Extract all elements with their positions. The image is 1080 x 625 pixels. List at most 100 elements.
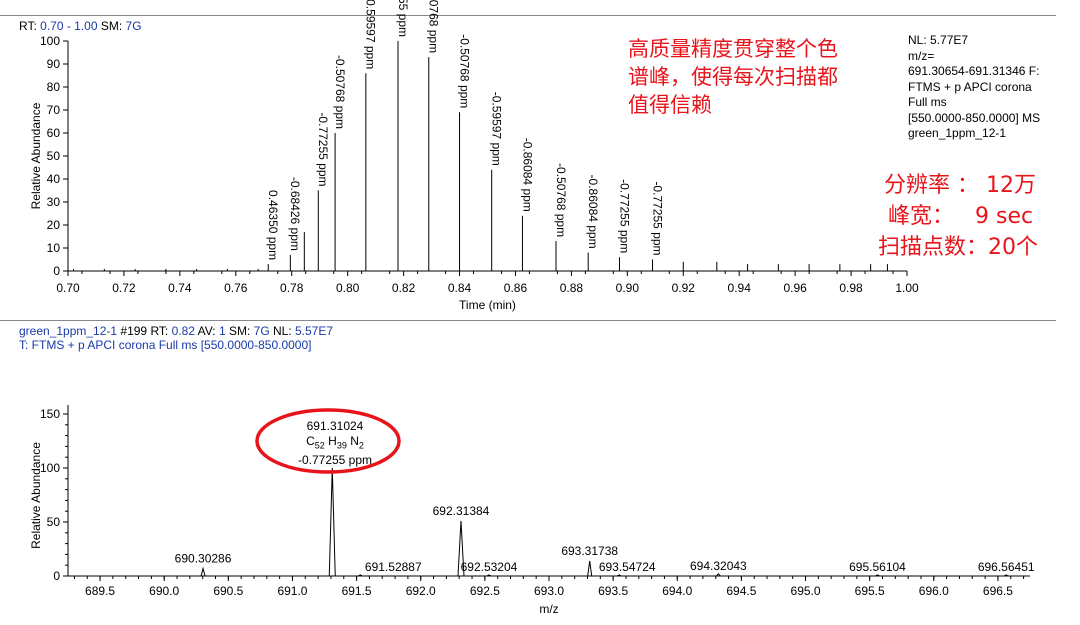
x-tick-label: 693.0 — [534, 584, 564, 598]
meta-line: NL: 5.77E7 — [908, 33, 969, 47]
stat-value: 9 sec — [975, 204, 1034, 229]
x-tick-label: 0.96 — [783, 281, 807, 295]
peak-label: 692.31384 — [433, 504, 490, 518]
spectrum-peak — [328, 467, 336, 577]
scan-stats: 分辨率 ： 12万 峰宽： 9 sec 扫描点数：20个 — [878, 170, 1038, 263]
ppm-label: -0.86084 ppm — [520, 138, 534, 212]
ppm-label: -0.59597 ppm — [364, 0, 378, 69]
y-tick-label: 50 — [47, 515, 61, 529]
x-tick-label: 0.82 — [392, 281, 416, 295]
ppm-label: -0.77255 ppm — [316, 112, 330, 186]
x-tick-label: 692.0 — [406, 584, 436, 598]
scan-info-part: 7G — [253, 324, 270, 338]
scan-info-part: 5.57E7 — [295, 324, 334, 338]
stat-value: 20个 — [988, 235, 1039, 260]
y-tick-label: 30 — [47, 195, 61, 209]
ppm-label: -0.86084 ppm — [586, 175, 600, 249]
annotation-line: 谱峰，使得每次扫描都 — [628, 65, 838, 89]
spectrum-peak — [616, 574, 622, 577]
top-divider — [0, 15, 1056, 16]
x-tick-label: 696.0 — [919, 584, 949, 598]
y-tick-label: 0 — [53, 569, 60, 583]
spectrum-peak — [457, 520, 465, 577]
y-axis-title: Relative Abundance — [29, 442, 43, 549]
x-tick-label: 696.5 — [983, 584, 1013, 598]
y-tick-label: 40 — [47, 172, 61, 186]
x-tick-label: 689.5 — [85, 584, 115, 598]
y-tick-label: 80 — [47, 80, 61, 94]
middle-divider — [0, 320, 1056, 321]
stat-resolution: 分辨率 ： 12万 — [878, 170, 1038, 201]
spectrum-peak — [587, 560, 593, 577]
x-tick-label: 0.80 — [336, 281, 360, 295]
ppm-label: -0.59597 ppm — [490, 92, 504, 166]
scan-info-part: AV: — [194, 324, 219, 338]
stat-label: 分辨率 ： — [884, 173, 979, 198]
ppm-label: -0.50768 ppm — [457, 34, 471, 108]
peak-label: 696.56451 — [978, 560, 1035, 574]
x-tick-label: 694.5 — [726, 584, 756, 598]
x-tick-label: 0.70 — [56, 281, 80, 295]
ppm-label: -0.77255 ppm — [396, 0, 410, 37]
sm-value: 7G — [125, 19, 142, 33]
peak-label: 690.30286 — [175, 551, 232, 565]
meta-line: 691.30654-691.31346 F: — [908, 64, 1040, 78]
mass-spectrum-chart: 0 50 100 150 689.5 690.0 690.5 691.0 691.5 692.0 6… — [29, 405, 1035, 616]
x-tick-label: 0.84 — [448, 281, 472, 295]
stat-value: 12万 — [986, 173, 1036, 198]
scan-info-part: 0.82 — [171, 324, 195, 338]
x-tick-label: 0.76 — [224, 281, 248, 295]
y-axis-title: Relative Abundance — [29, 102, 43, 209]
formula-element: N — [350, 434, 359, 448]
x-tick-label: 695.0 — [791, 584, 821, 598]
sm-prefix: SM: — [100, 19, 123, 33]
ppm-label: -0.50768 ppm — [333, 55, 347, 129]
chromatogram-meta: NL: 5.77E7 m/z= 691.30654-691.31346 F: F… — [908, 33, 1040, 142]
x-tick-label: 1.00 — [895, 281, 919, 295]
spectrum-peak — [716, 573, 721, 577]
rt-range: 0.70 - 1.00 — [40, 19, 98, 33]
scan-info-part: SM: — [225, 324, 254, 338]
stat-scan-points: 扫描点数：20个 — [878, 232, 1038, 263]
y-tick-label: 100 — [40, 34, 60, 48]
y-tick-label: 50 — [47, 149, 61, 163]
annotation-line: 值得信赖 — [628, 93, 712, 117]
y-tick-label: 60 — [47, 126, 61, 140]
rt-prefix: RT: — [19, 19, 37, 33]
spectrum-peak — [358, 574, 363, 577]
chromatogram-chart: 0 10 20 30 40 50 60 70 80 90 100 0.70 0.72 0.74 0.76 0.… — [29, 0, 919, 312]
x-tick-label: 0.98 — [839, 281, 863, 295]
x-tick-label: 690.5 — [213, 584, 243, 598]
x-tick-label: 0.86 — [504, 281, 528, 295]
ppm-label: -0.50768 ppm — [427, 0, 441, 53]
scan-info-part: green_1ppm_12-1 — [19, 324, 118, 338]
scan-info-part: #199 RT: — [117, 324, 172, 338]
x-tick-label: 691.0 — [277, 584, 307, 598]
y-tick-label: 10 — [47, 241, 61, 255]
spectrum-peak — [486, 574, 492, 577]
scan-filter: T: FTMS + p APCI corona Full ms [550.000… — [19, 338, 312, 352]
y-tick-label: 20 — [47, 218, 61, 232]
scan-info-part: 1 — [218, 324, 226, 338]
meta-line: green_1ppm_12-1 — [908, 126, 1007, 140]
x-tick-label: 693.5 — [598, 584, 628, 598]
x-tick-label: 0.94 — [728, 281, 752, 295]
formula-count: 39 — [336, 440, 347, 451]
x-tick-label: 0.92 — [672, 281, 696, 295]
ppm-label: -0.77255 ppm — [650, 181, 664, 255]
y-tick-label: 150 — [40, 407, 60, 421]
scan-info: green_1ppm_12-1 #199 RT: 0.82 AV: 1 SM: … — [19, 324, 333, 338]
ppm-label: 0.46350 ppm — [266, 190, 280, 260]
x-tick-label: 692.5 — [470, 584, 500, 598]
highlight-mz: 691.31024 — [306, 419, 364, 433]
y-tick-label: 0 — [53, 264, 60, 278]
x-tick-label: 690.0 — [149, 584, 179, 598]
y-tick-label: 100 — [40, 461, 60, 475]
stat-peak-width: 峰宽： 9 sec — [878, 201, 1038, 232]
y-tick-label: 70 — [47, 103, 61, 117]
peak-label: 693.54724 — [599, 560, 656, 574]
ppm-label: -0.50768 ppm — [554, 163, 568, 237]
x-tick-label: 0.74 — [168, 281, 192, 295]
x-tick-label: 694.0 — [662, 584, 692, 598]
